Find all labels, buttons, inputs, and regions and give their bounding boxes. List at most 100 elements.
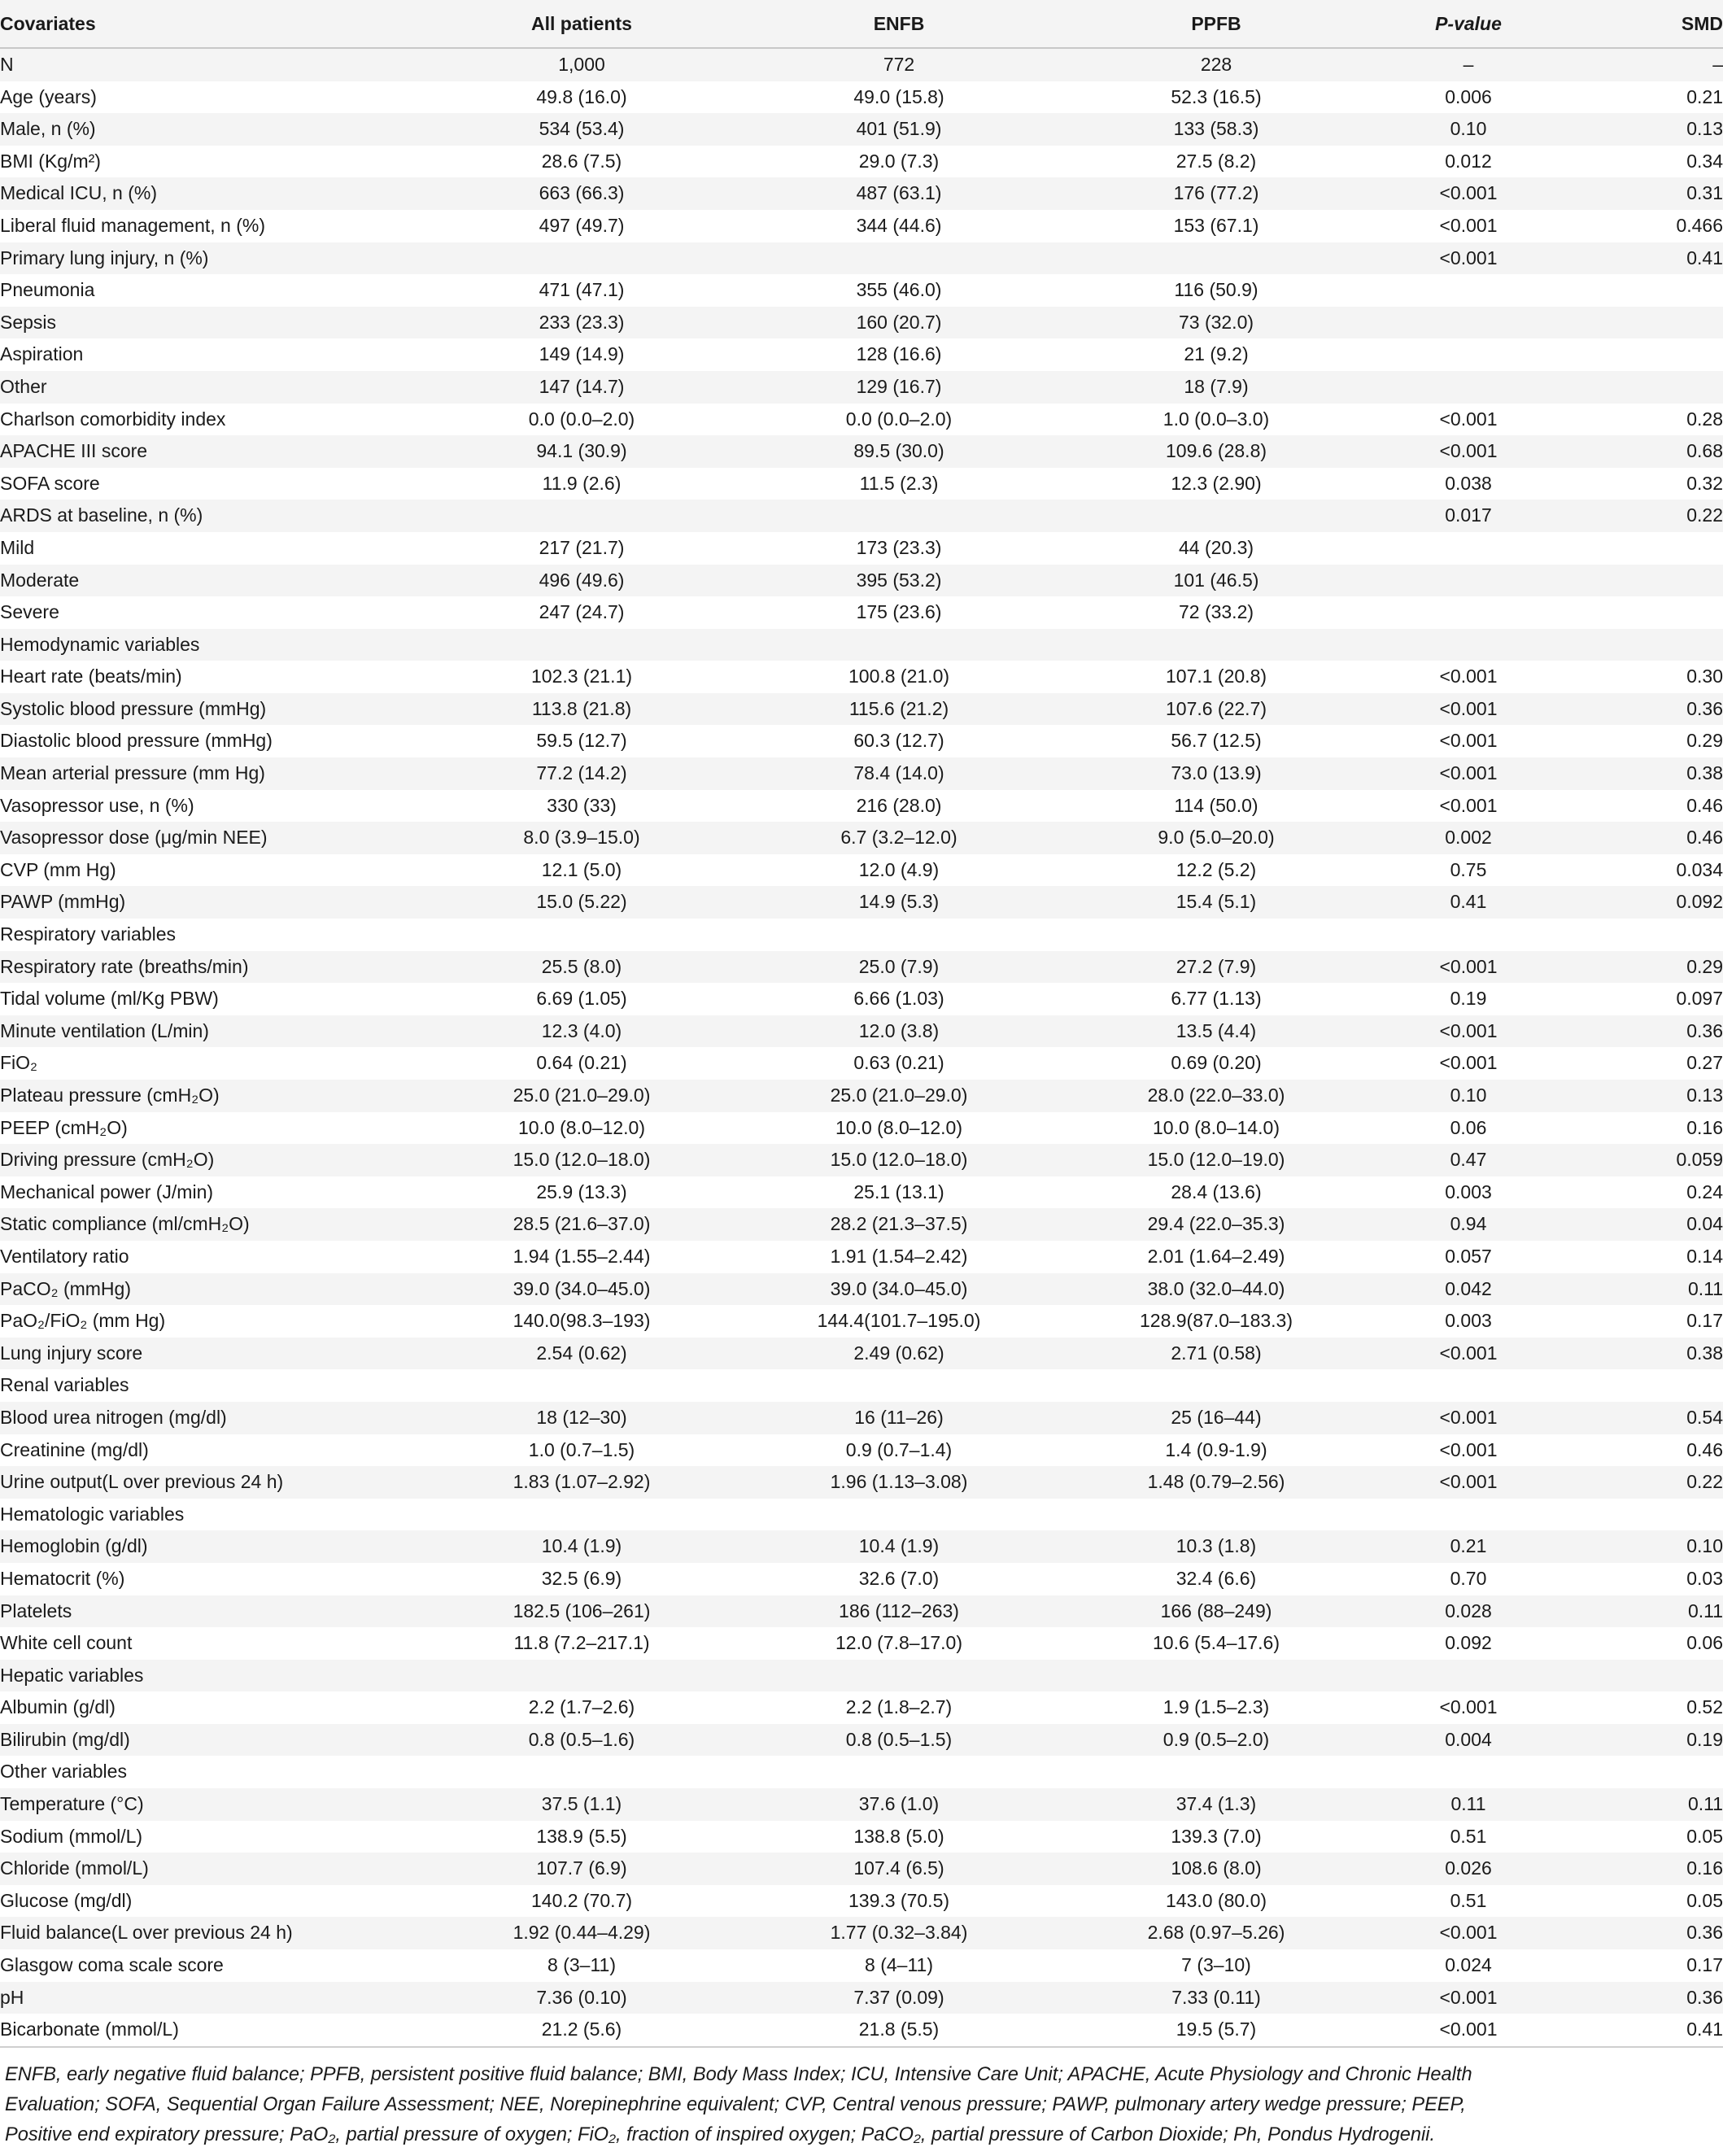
cell-all-patients: 59.5 (12.7) [423,725,740,758]
cell-p-value: 0.10 [1375,113,1562,146]
table-row: Ventilatory ratio 1.94 (1.55–2.44) 1.91 (1… [0,1240,1723,1273]
cell-p-value: 0.51 [1375,1820,1562,1853]
cell-covariate: Hematocrit (%) [0,1562,423,1595]
cell-all-patients: 12.3 (4.0) [423,1015,740,1048]
table-row: Hematologic variables [0,1498,1723,1531]
table-row: Static compliance (ml/cmH₂O) 28.5 (21.6–3… [0,1208,1723,1241]
cell-p-value: 0.017 [1375,500,1562,532]
cell-enfb: 0.8 (0.5–1.5) [740,1723,1058,1757]
cell-ppfb: 37.4 (1.3) [1058,1788,1375,1821]
cell-smd: 0.11 [1562,1595,1723,1628]
cell-ppfb: 9.0 (5.0–20.0) [1058,822,1375,854]
table-row: Mean arterial pressure (mm Hg) 77.2 (14.2… [0,757,1723,790]
cell-p-value: <0.001 [1375,1691,1562,1724]
cell-enfb: 139.3 (70.5) [740,1884,1058,1918]
cell-enfb: 138.8 (5.0) [740,1820,1058,1853]
cell-enfb: 401 (51.9) [740,113,1058,146]
cell-all-patients: 1.83 (1.07–2.92) [423,1466,740,1499]
cell-ppfb [1058,1369,1375,1402]
cell-all-patients: 330 (33) [423,789,740,823]
cell-ppfb: 73.0 (13.9) [1058,757,1375,790]
cell-covariate: Diastolic blood pressure (mmHg) [0,725,423,758]
table-row: Hepatic variables [0,1659,1723,1692]
cell-all-patients: 32.5 (6.9) [423,1562,740,1595]
cell-ppfb [1058,919,1375,951]
cell-p-value: 0.006 [1375,81,1562,114]
cell-p-value [1375,370,1562,404]
cell-smd [1562,1756,1723,1789]
cell-enfb [740,242,1058,275]
cell-ppfb: 2.68 (0.97–5.26) [1058,1917,1375,1950]
cell-enfb: 100.8 (21.0) [740,661,1058,693]
cell-smd: 0.22 [1562,500,1723,532]
cell-enfb: 0.63 (0.21) [740,1047,1058,1080]
header-enfb: ENFB [740,0,1058,49]
cell-enfb: 487 (63.1) [740,177,1058,210]
table-row: Bicarbonate (mmol/L) 21.2 (5.6) 21.8 (5.5)… [0,2014,1723,2048]
cell-smd: 0.27 [1562,1047,1723,1080]
cell-covariate: Vasopressor use, n (%) [0,789,423,823]
cell-p-value: <0.001 [1375,950,1562,984]
table-row: pH 7.36 (0.10) 7.37 (0.09) 7.33 (0.11) <0.00… [0,1981,1723,2014]
cell-enfb: 7.37 (0.09) [740,1981,1058,2014]
cell-smd: – [1562,48,1723,81]
table-row: Blood urea nitrogen (mg/dl) 18 (12–30) 16 … [0,1401,1723,1434]
cell-enfb: 344 (44.6) [740,209,1058,242]
cell-enfb [740,919,1058,951]
cell-covariate: Tidal volume (ml/Kg PBW) [0,983,423,1015]
cell-enfb: 107.4 (6.5) [740,1853,1058,1885]
cell-p-value: 0.75 [1375,853,1562,887]
cell-smd: 0.466 [1562,209,1723,242]
cell-all-patients: 12.1 (5.0) [423,853,740,887]
cell-smd: 0.059 [1562,1144,1723,1176]
cell-enfb [740,1498,1058,1531]
table-row: Renal variables [0,1369,1723,1402]
table-row: SOFA score 11.9 (2.6) 11.5 (2.3) 12.3 (2.90… [0,467,1723,500]
table-row: FiO₂ 0.64 (0.21) 0.63 (0.21) 0.69 (0.20) <0.… [0,1047,1723,1080]
header-smd: SMD [1562,0,1723,49]
cell-p-value: 0.038 [1375,467,1562,500]
cell-p-value: 0.003 [1375,1176,1562,1209]
cell-all-patients: 49.8 (16.0) [423,81,740,114]
cell-p-value: 0.47 [1375,1144,1562,1176]
table-footnote: ENFB, early negative fluid balance; PPFB… [5,2060,1718,2150]
cell-enfb: 395 (53.2) [740,564,1058,597]
table-row: Pneumonia 471 (47.1) 355 (46.0) 116 (50.9) [0,274,1723,307]
cell-p-value: 0.003 [1375,1305,1562,1338]
cell-smd [1562,564,1723,597]
cell-covariate: Charlson comorbidity index [0,403,423,436]
cell-all-patients: 102.3 (21.1) [423,661,740,693]
cell-covariate: Static compliance (ml/cmH₂O) [0,1208,423,1241]
cell-enfb: 2.49 (0.62) [740,1337,1058,1370]
header-all-patients: All patients [423,0,740,49]
table-row: ARDS at baseline, n (%) 0.017 0.22 [0,500,1723,532]
cell-p-value [1375,531,1562,565]
cell-p-value [1375,1369,1562,1402]
table-row: Age (years) 49.8 (16.0) 49.0 (15.8) 52.3 (1… [0,81,1723,114]
cell-p-value: – [1375,48,1562,81]
cell-all-patients [423,242,740,275]
cell-ppfb: 27.5 (8.2) [1058,145,1375,178]
cell-p-value: 0.002 [1375,822,1562,854]
covariates-table: Covariates All patients ENFB PPFB P-valu… [0,0,1723,2048]
cell-enfb: 32.6 (7.0) [740,1562,1058,1595]
cell-ppfb: 32.4 (6.6) [1058,1562,1375,1595]
cell-ppfb: 1.48 (0.79–2.56) [1058,1466,1375,1499]
header-p-value: P-value [1375,0,1562,49]
cell-ppfb: 1.9 (1.5–2.3) [1058,1691,1375,1724]
cell-all-patients: 138.9 (5.5) [423,1820,740,1853]
table-row: Tidal volume (ml/Kg PBW) 6.69 (1.05) 6.66 … [0,983,1723,1015]
cell-covariate: Bicarbonate (mmol/L) [0,2014,423,2048]
cell-smd: 0.52 [1562,1691,1723,1724]
cell-ppfb: 139.3 (7.0) [1058,1820,1375,1853]
cell-smd: 0.28 [1562,403,1723,436]
cell-enfb [740,500,1058,532]
cell-enfb: 144.4(101.7–195.0) [740,1305,1058,1338]
table-row: Medical ICU, n (%) 663 (66.3) 487 (63.1) 17… [0,177,1723,210]
cell-ppfb [1058,1498,1375,1531]
cell-ppfb: 21 (9.2) [1058,338,1375,371]
cell-all-patients: 11.9 (2.6) [423,467,740,500]
table-row: APACHE III score 94.1 (30.9) 89.5 (30.0) 10… [0,435,1723,468]
cell-covariate: Other variables [0,1756,423,1789]
